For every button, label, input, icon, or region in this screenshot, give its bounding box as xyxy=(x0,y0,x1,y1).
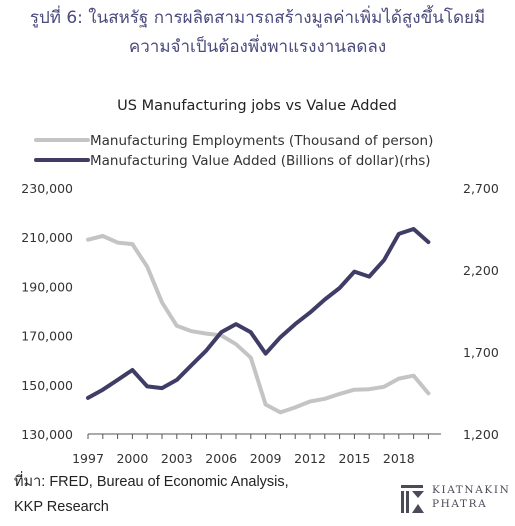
x-tick-label: 2009 xyxy=(250,451,282,466)
caption-line-1: รูปที่ 6: ในสหรัฐ การผลิตสามารถสร้างมูลค… xyxy=(29,8,486,28)
source-line-1: ที่มา: FRED, Bureau of Economic Analysis… xyxy=(14,474,289,490)
y-right-tick-label: 1,700 xyxy=(463,345,499,360)
figure-caption: รูปที่ 6: ในสหรัฐ การผลิตสามารถสร้างมูลค… xyxy=(0,4,515,62)
x-tick-label: 2000 xyxy=(116,451,148,466)
chart: US Manufacturing jobs vs Value Added Manu… xyxy=(21,98,499,466)
y-left-tick-label: 170,000 xyxy=(21,329,73,344)
y-right-tick-label: 2,700 xyxy=(463,181,499,196)
x-tick-label: 2006 xyxy=(205,451,237,466)
series-line-employment xyxy=(86,234,431,415)
x-tick-label: 2018 xyxy=(383,451,415,466)
caption-line-2: ความจำเป็นต้องพึ่งพาแรงงานลดลง xyxy=(128,37,387,57)
y-left-tick-label: 150,000 xyxy=(21,378,73,393)
logo-line-2: PHATRA xyxy=(432,498,488,510)
x-tick-label: 2015 xyxy=(339,451,371,466)
x-tick-label: 2003 xyxy=(161,451,193,466)
source-line-2: KKP Research xyxy=(14,499,109,515)
source-note: ที่มา: FRED, Bureau of Economic Analysis… xyxy=(14,470,289,520)
series-line-value-added xyxy=(86,227,431,400)
chart-title: US Manufacturing jobs vs Value Added xyxy=(117,98,397,114)
x-tick-label: 2012 xyxy=(294,451,326,466)
x-tick-label: 1997 xyxy=(72,451,104,466)
y-left-tick-label: 130,000 xyxy=(21,427,73,442)
legend-label: Manufacturing Value Added (Billions of d… xyxy=(90,153,431,169)
kiatnakin-phatra-logo: KIATNAKIN PHATRA xyxy=(398,481,510,517)
y-right-tick-label: 2,200 xyxy=(463,263,499,278)
logo-line-1: KIATNAKIN xyxy=(432,484,511,496)
y-left-tick-label: 190,000 xyxy=(21,279,73,294)
logo-text: KIATNAKIN PHATRA xyxy=(432,483,510,511)
y-left-tick-label: 210,000 xyxy=(21,230,73,245)
legend-label: Manufacturing Employments (Thousand of p… xyxy=(90,133,433,149)
y-right-tick-label: 1,200 xyxy=(463,427,499,442)
logo-mark-icon xyxy=(401,485,424,513)
y-left-tick-label: 230,000 xyxy=(21,181,73,196)
